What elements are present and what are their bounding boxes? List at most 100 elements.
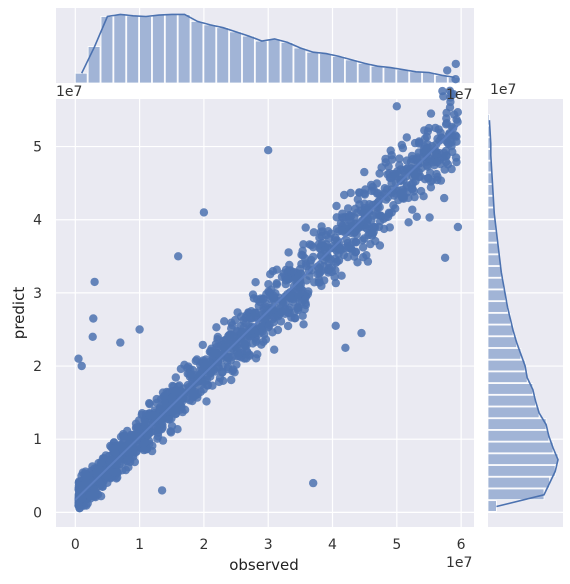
top-hist-bar-0 [74,72,88,84]
scatter-point [342,236,352,245]
scatter-point [451,59,460,69]
scatter-point [237,312,246,321]
scatter-point [173,425,182,434]
scatter-point [371,236,380,246]
scatter-point [389,191,399,200]
scatter-point [273,325,283,335]
outlier-point-5 [116,338,125,347]
scatter-point [224,339,234,348]
x-tick-label-3: 3 [264,537,273,553]
right-hist-bar-0 [487,500,497,512]
right-marginal-offset: 1e7 [490,82,516,98]
scatter-point [125,455,134,464]
right-hist-bar-14 [487,336,518,348]
scatter-point [161,405,170,414]
right-kde-curve [488,120,559,508]
scatter-point [160,399,169,408]
scatter-point [270,345,279,354]
scatter-point [226,330,235,339]
regression-line [74,124,459,501]
scatter-point [83,499,92,508]
right-hist-bar-17 [487,301,509,313]
scatter-point [85,491,95,501]
top-hist-bar-12 [229,31,242,84]
scatter-point [381,213,390,222]
scatter-point [315,278,324,287]
scatter-point [443,160,453,169]
right-hist-bar-19 [487,277,504,290]
scatter-point [326,255,335,264]
scatter-point [90,485,99,495]
y-tick-label-4: 4 [33,213,42,229]
x-tick-label-1: 1 [135,537,144,553]
right-hist-bar-11 [487,371,528,384]
scatter-point [387,155,397,164]
outlier-point-0 [74,354,83,363]
scatter-point [153,434,162,443]
scatter-point [353,258,362,267]
scatter-point [399,166,408,175]
right-hist-bar-16 [487,312,511,325]
top-hist-bar-15 [267,38,281,84]
scatter-point [337,271,346,280]
scatter-point [341,228,350,237]
scatter-point [369,227,378,237]
top-kde-curve [80,13,455,79]
scatter-point [218,376,228,385]
outlier-point-9 [264,146,273,155]
scatter-point [81,477,91,486]
scatter-point [314,264,324,273]
scatter-point [439,92,448,101]
right-hist-bar-9 [487,394,536,407]
scatter-point [213,332,222,342]
scatter-point [251,337,261,346]
scatter-point [345,216,354,226]
scatter-point [264,280,273,289]
y-tick-labels: 0 1 2 3 4 5 [33,140,42,522]
scatter-point [377,163,386,172]
scatter-point [426,183,436,192]
scatter-point [360,167,369,177]
right-hist-bar-8 [487,406,540,419]
scatter-point [224,352,234,362]
scatter-point [268,267,278,276]
scatter-point [145,399,154,409]
right-hist-bar-10 [487,383,534,395]
scatter-point [264,322,273,331]
y-tick-label-0: 0 [33,505,42,521]
scatter-point [442,108,451,118]
x-tick-label-0: 0 [71,537,80,553]
scatter-point [258,327,267,336]
scatter-point [216,352,225,361]
outlier-point-19 [299,320,308,329]
scatter-point [317,222,326,231]
scatter-point [395,154,404,163]
scatter-point [192,355,202,364]
scatter-point [154,413,163,422]
scatter-point [446,97,455,107]
scatter-point [208,381,217,390]
scatter-point [212,323,221,332]
top-hist-bar-8 [177,13,191,84]
scatter-point [419,192,428,201]
scatter-point [278,299,288,308]
outlier-point-7 [174,252,183,261]
scatter-point [281,279,290,289]
top-hist-bar-1 [87,46,101,84]
scatter-point [309,228,318,237]
scatter-point [272,279,281,288]
scatter-point [445,136,455,145]
scatter-point [232,360,241,369]
scatter-point [137,410,146,419]
scatter-point [74,501,83,510]
top-hist-bar-4 [126,15,140,84]
top-hist-bar-24 [383,67,397,84]
y-tick-label-2: 2 [33,359,42,375]
outlier-point-3 [89,314,98,323]
y-tick-label-3: 3 [33,286,42,302]
scatter-point [353,208,362,217]
scatter-point [411,171,420,181]
outlier-point-6 [135,325,144,334]
outlier-point-14 [357,328,366,338]
right-hist-bar-21 [487,254,501,266]
